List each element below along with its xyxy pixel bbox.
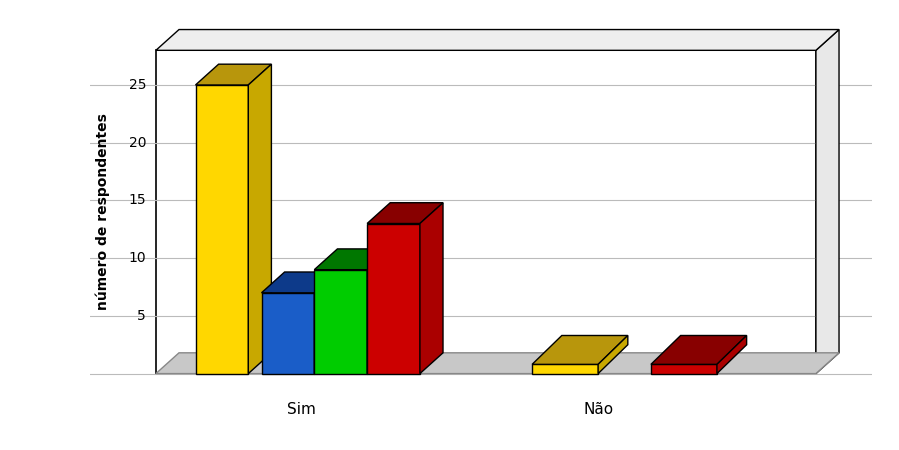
- Polygon shape: [367, 202, 443, 224]
- Polygon shape: [532, 364, 598, 373]
- Polygon shape: [367, 224, 420, 374]
- Polygon shape: [598, 336, 628, 374]
- Text: 25: 25: [129, 78, 146, 92]
- Polygon shape: [717, 336, 747, 374]
- Polygon shape: [651, 364, 717, 373]
- Polygon shape: [248, 64, 271, 374]
- Polygon shape: [315, 249, 390, 270]
- Polygon shape: [315, 270, 367, 374]
- Polygon shape: [195, 85, 248, 374]
- Polygon shape: [195, 64, 271, 85]
- Polygon shape: [156, 30, 839, 50]
- Polygon shape: [262, 272, 337, 293]
- Polygon shape: [816, 30, 839, 374]
- Polygon shape: [156, 353, 839, 374]
- Polygon shape: [420, 202, 443, 374]
- Text: número de respondentes: número de respondentes: [96, 113, 111, 310]
- Polygon shape: [532, 336, 628, 364]
- Text: 15: 15: [129, 194, 146, 207]
- Polygon shape: [315, 272, 337, 374]
- Polygon shape: [367, 249, 390, 374]
- Text: Sim: Sim: [287, 402, 316, 418]
- Text: 10: 10: [129, 251, 146, 265]
- Text: Não: Não: [583, 402, 613, 418]
- Text: 20: 20: [129, 136, 146, 150]
- Bar: [156, 50, 816, 373]
- Text: 5: 5: [138, 309, 146, 323]
- Polygon shape: [651, 336, 747, 364]
- Polygon shape: [262, 293, 315, 373]
